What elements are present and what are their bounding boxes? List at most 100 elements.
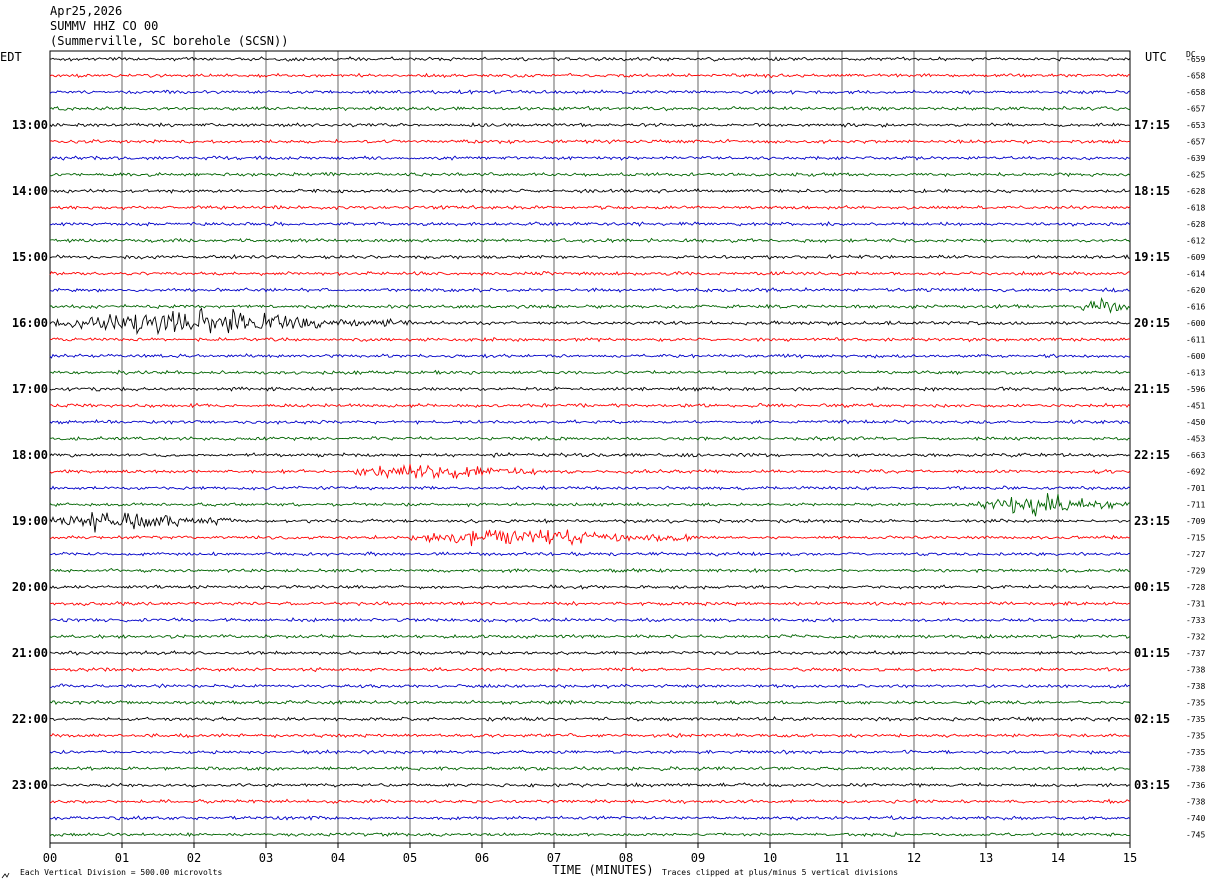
dc-offset-label: -628 xyxy=(1186,220,1205,229)
dc-offset-label: -625 xyxy=(1186,171,1205,180)
dc-offset-label: -738 xyxy=(1186,682,1205,691)
left-hour-label: 21:00 xyxy=(12,646,48,660)
right-hour-label: 18:15 xyxy=(1134,184,1170,198)
left-hour-label: 14:00 xyxy=(12,184,48,198)
trace-row xyxy=(49,732,1131,739)
trace-row xyxy=(49,89,1131,95)
trace-row xyxy=(49,485,1131,491)
dc-offset-label: -616 xyxy=(1186,303,1205,312)
dc-offset-label: -618 xyxy=(1186,204,1205,213)
trace-row xyxy=(49,353,1131,359)
footer-clip-note: Traces clipped at plus/minus 5 vertical … xyxy=(662,868,898,877)
trace-row xyxy=(49,72,1131,79)
dc-offset-label: -735 xyxy=(1186,715,1205,724)
right-hour-label: 02:15 xyxy=(1134,712,1170,726)
x-tick-label: 15 xyxy=(1123,851,1137,865)
dc-offset-label: -738 xyxy=(1186,765,1205,774)
left-hour-label: 18:00 xyxy=(12,448,48,462)
x-tick-label: 08 xyxy=(619,851,633,865)
dc-offset-label: -657 xyxy=(1186,105,1205,114)
trace-row xyxy=(49,683,1131,689)
footer-scale-note: Each Vertical Division = 500.00 microvol… xyxy=(20,868,222,877)
trace-row xyxy=(49,512,1131,533)
trace-row xyxy=(49,122,1131,128)
trace-row xyxy=(49,649,1131,656)
right-hour-label: 21:15 xyxy=(1134,382,1170,396)
trace-row xyxy=(49,307,1131,336)
trace-row xyxy=(49,831,1131,838)
x-tick-label: 09 xyxy=(691,851,705,865)
dc-offset-label: -711 xyxy=(1186,501,1205,510)
trace-row xyxy=(49,493,1131,517)
right-hour-label: 00:15 xyxy=(1134,580,1170,594)
x-tick-label: 07 xyxy=(547,851,561,865)
x-tick-label: 05 xyxy=(403,851,417,865)
dc-offset-label: -609 xyxy=(1186,253,1205,262)
trace-row xyxy=(49,633,1131,640)
trace-row xyxy=(49,765,1131,772)
x-tick-label: 02 xyxy=(187,851,201,865)
plot-frame xyxy=(49,50,1131,844)
dc-offset-label: -732 xyxy=(1186,633,1205,642)
dc-offset-label: -738 xyxy=(1186,666,1205,675)
dc-offset-label: -628 xyxy=(1186,187,1205,196)
right-hour-label: 03:15 xyxy=(1134,778,1170,792)
right-hour-label: 20:15 xyxy=(1134,316,1170,330)
trace-row xyxy=(49,435,1131,442)
x-tick-label: 13 xyxy=(979,851,993,865)
trace-row xyxy=(49,171,1131,178)
dc-offset-label: -612 xyxy=(1186,237,1205,246)
trace-row xyxy=(49,617,1131,623)
left-hour-label: 13:00 xyxy=(12,118,48,132)
trace-row xyxy=(49,782,1131,788)
trace-row xyxy=(49,270,1131,277)
dc-offset-label: -600 xyxy=(1186,352,1205,361)
trace-row xyxy=(49,749,1131,755)
right-hour-label: 01:15 xyxy=(1134,646,1170,660)
dc-offset-label: -453 xyxy=(1186,435,1205,444)
trace-row xyxy=(49,56,1131,62)
dc-offset-label: -735 xyxy=(1186,699,1205,708)
trace-row xyxy=(49,798,1131,805)
x-tick-label: 12 xyxy=(907,851,921,865)
dc-offset-label: -600 xyxy=(1186,319,1205,328)
dc-offset-label: -735 xyxy=(1186,732,1205,741)
dc-offset-label: -715 xyxy=(1186,534,1205,543)
x-tick-label: 01 xyxy=(115,851,129,865)
trace-row xyxy=(49,551,1131,557)
trace-row xyxy=(49,286,1131,293)
dc-offset-label: -745 xyxy=(1186,831,1205,840)
dc-offset-label: -613 xyxy=(1186,369,1205,378)
trace-row xyxy=(49,716,1131,723)
trace-row xyxy=(49,699,1131,706)
left-hour-label: 19:00 xyxy=(12,514,48,528)
trace-row xyxy=(49,463,1131,480)
right-zone-label: UTC xyxy=(1145,50,1167,64)
dc-offset-label: -450 xyxy=(1186,418,1205,427)
dc-offset-label: -451 xyxy=(1186,402,1205,411)
dc-offset-label: -735 xyxy=(1186,748,1205,757)
dc-offset-label: -701 xyxy=(1186,484,1205,493)
dc-offset-label: -653 xyxy=(1186,121,1205,130)
trace-row xyxy=(49,600,1131,607)
trace-row xyxy=(49,155,1131,161)
trace-row xyxy=(49,369,1131,376)
x-axis-label: TIME (MINUTES) xyxy=(552,863,653,877)
left-hour-label: 15:00 xyxy=(12,250,48,264)
header-date: Apr25,2026 xyxy=(50,4,123,18)
left-hour-label: 22:00 xyxy=(12,712,48,726)
dc-offset-label: -663 xyxy=(1186,451,1205,460)
x-tick-label: 04 xyxy=(331,851,345,865)
left-hour-label: 23:00 xyxy=(12,778,48,792)
trace-row xyxy=(49,567,1131,574)
usgs-logo-icon xyxy=(1,872,10,879)
trace-row xyxy=(49,452,1131,459)
x-tick-label: 11 xyxy=(835,851,849,865)
trace-row xyxy=(49,204,1131,211)
trace-row xyxy=(49,402,1131,409)
dc-offset-label: -657 xyxy=(1186,138,1205,147)
dc-offset-label: -740 xyxy=(1186,814,1205,823)
left-hour-label: 16:00 xyxy=(12,316,48,330)
dc-offset-label: -728 xyxy=(1186,583,1205,592)
